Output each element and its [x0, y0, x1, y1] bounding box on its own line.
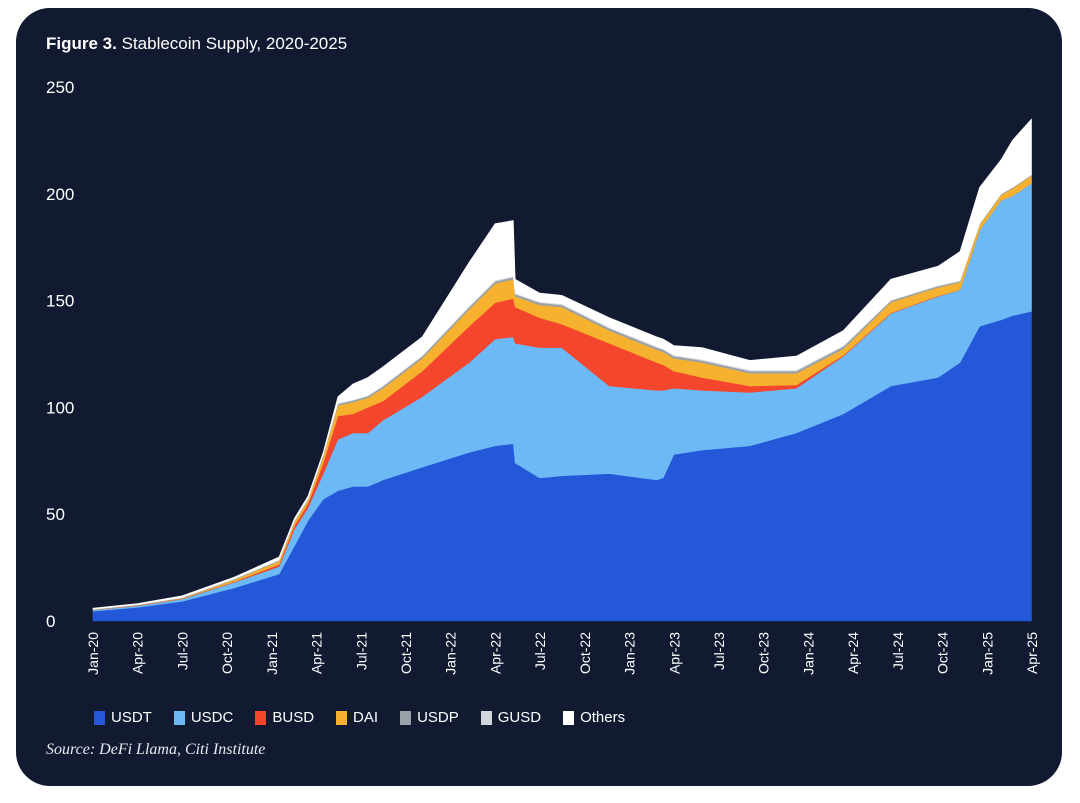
- x-tick-label: Jul-24: [890, 632, 906, 670]
- x-tick-label: Jan-24: [800, 632, 816, 675]
- x-tick-label: Jul-23: [711, 632, 727, 670]
- x-tick-label: Apr-20: [130, 632, 146, 674]
- x-tick-label: Oct-21: [398, 632, 414, 674]
- legend-swatch: [480, 710, 492, 725]
- legend-item-usdc: USDC: [173, 709, 234, 726]
- x-tick-label: Oct-23: [756, 632, 772, 674]
- x-tick-label: Jan-21: [264, 632, 280, 675]
- x-tick-label: Jan-22: [443, 632, 459, 675]
- x-tick-label: Jan-25: [979, 632, 995, 675]
- x-tick-label: Apr-23: [666, 632, 682, 674]
- x-tick-label: Jan-23: [622, 632, 638, 675]
- x-tick-label: Oct-24: [935, 632, 951, 674]
- x-tick-label: Jul-22: [532, 632, 548, 670]
- y-tick-label: 50: [46, 505, 65, 524]
- legend-swatch: [400, 710, 412, 725]
- legend-item-usdp: USDP: [400, 709, 459, 726]
- x-tick-label: Oct-20: [219, 632, 235, 674]
- legend-label: USDC: [190, 709, 234, 726]
- legend-label: Others: [580, 709, 626, 726]
- y-tick-label: 200: [46, 185, 74, 204]
- x-tick-label: Apr-25: [1024, 632, 1040, 674]
- legend-label: USDP: [417, 709, 459, 726]
- x-tick-label: Apr-24: [845, 632, 861, 674]
- legend-item-usdt: USDT: [94, 709, 152, 726]
- source-note: Source: DeFi Llama, Citi Institute: [46, 741, 266, 758]
- legend-item-busd: BUSD: [255, 709, 314, 726]
- x-tick-label: Apr-21: [309, 632, 325, 674]
- x-tick-label: Apr-22: [487, 632, 503, 674]
- legend-item-gusd: GUSD: [480, 709, 542, 726]
- legend-label: BUSD: [272, 709, 315, 726]
- legend-swatch: [173, 710, 185, 725]
- y-tick-label: 0: [46, 612, 55, 631]
- x-tick-label: Oct-22: [577, 632, 593, 674]
- figure-title: Figure 3. Stablecoin Supply, 2020-2025: [46, 34, 347, 54]
- legend-label: DAI: [353, 709, 379, 726]
- x-tick-label: Jul-21: [353, 632, 369, 670]
- legend-item-others: Others: [563, 709, 625, 726]
- x-tick-label: Jan-20: [85, 632, 101, 675]
- legend-item-dai: DAI: [336, 709, 378, 726]
- legend-swatch: [336, 710, 348, 725]
- x-tick-label: Jul-20: [174, 632, 190, 670]
- y-tick-label: 150: [46, 292, 74, 311]
- y-tick-label: 100: [46, 398, 74, 417]
- legend: USDT USDC BUSD DAI USDP GUSD Others: [94, 709, 647, 726]
- legend-label: USDT: [111, 709, 152, 726]
- figure-title-text: Stablecoin Supply, 2020-2025: [121, 34, 348, 53]
- legend-swatch: [255, 710, 267, 725]
- legend-swatch: [94, 710, 105, 725]
- area-others: [92, 118, 1032, 610]
- y-tick-label: 250: [46, 78, 74, 97]
- figure-number: Figure 3.: [46, 34, 117, 53]
- legend-swatch: [563, 710, 575, 725]
- legend-label: GUSD: [497, 709, 542, 726]
